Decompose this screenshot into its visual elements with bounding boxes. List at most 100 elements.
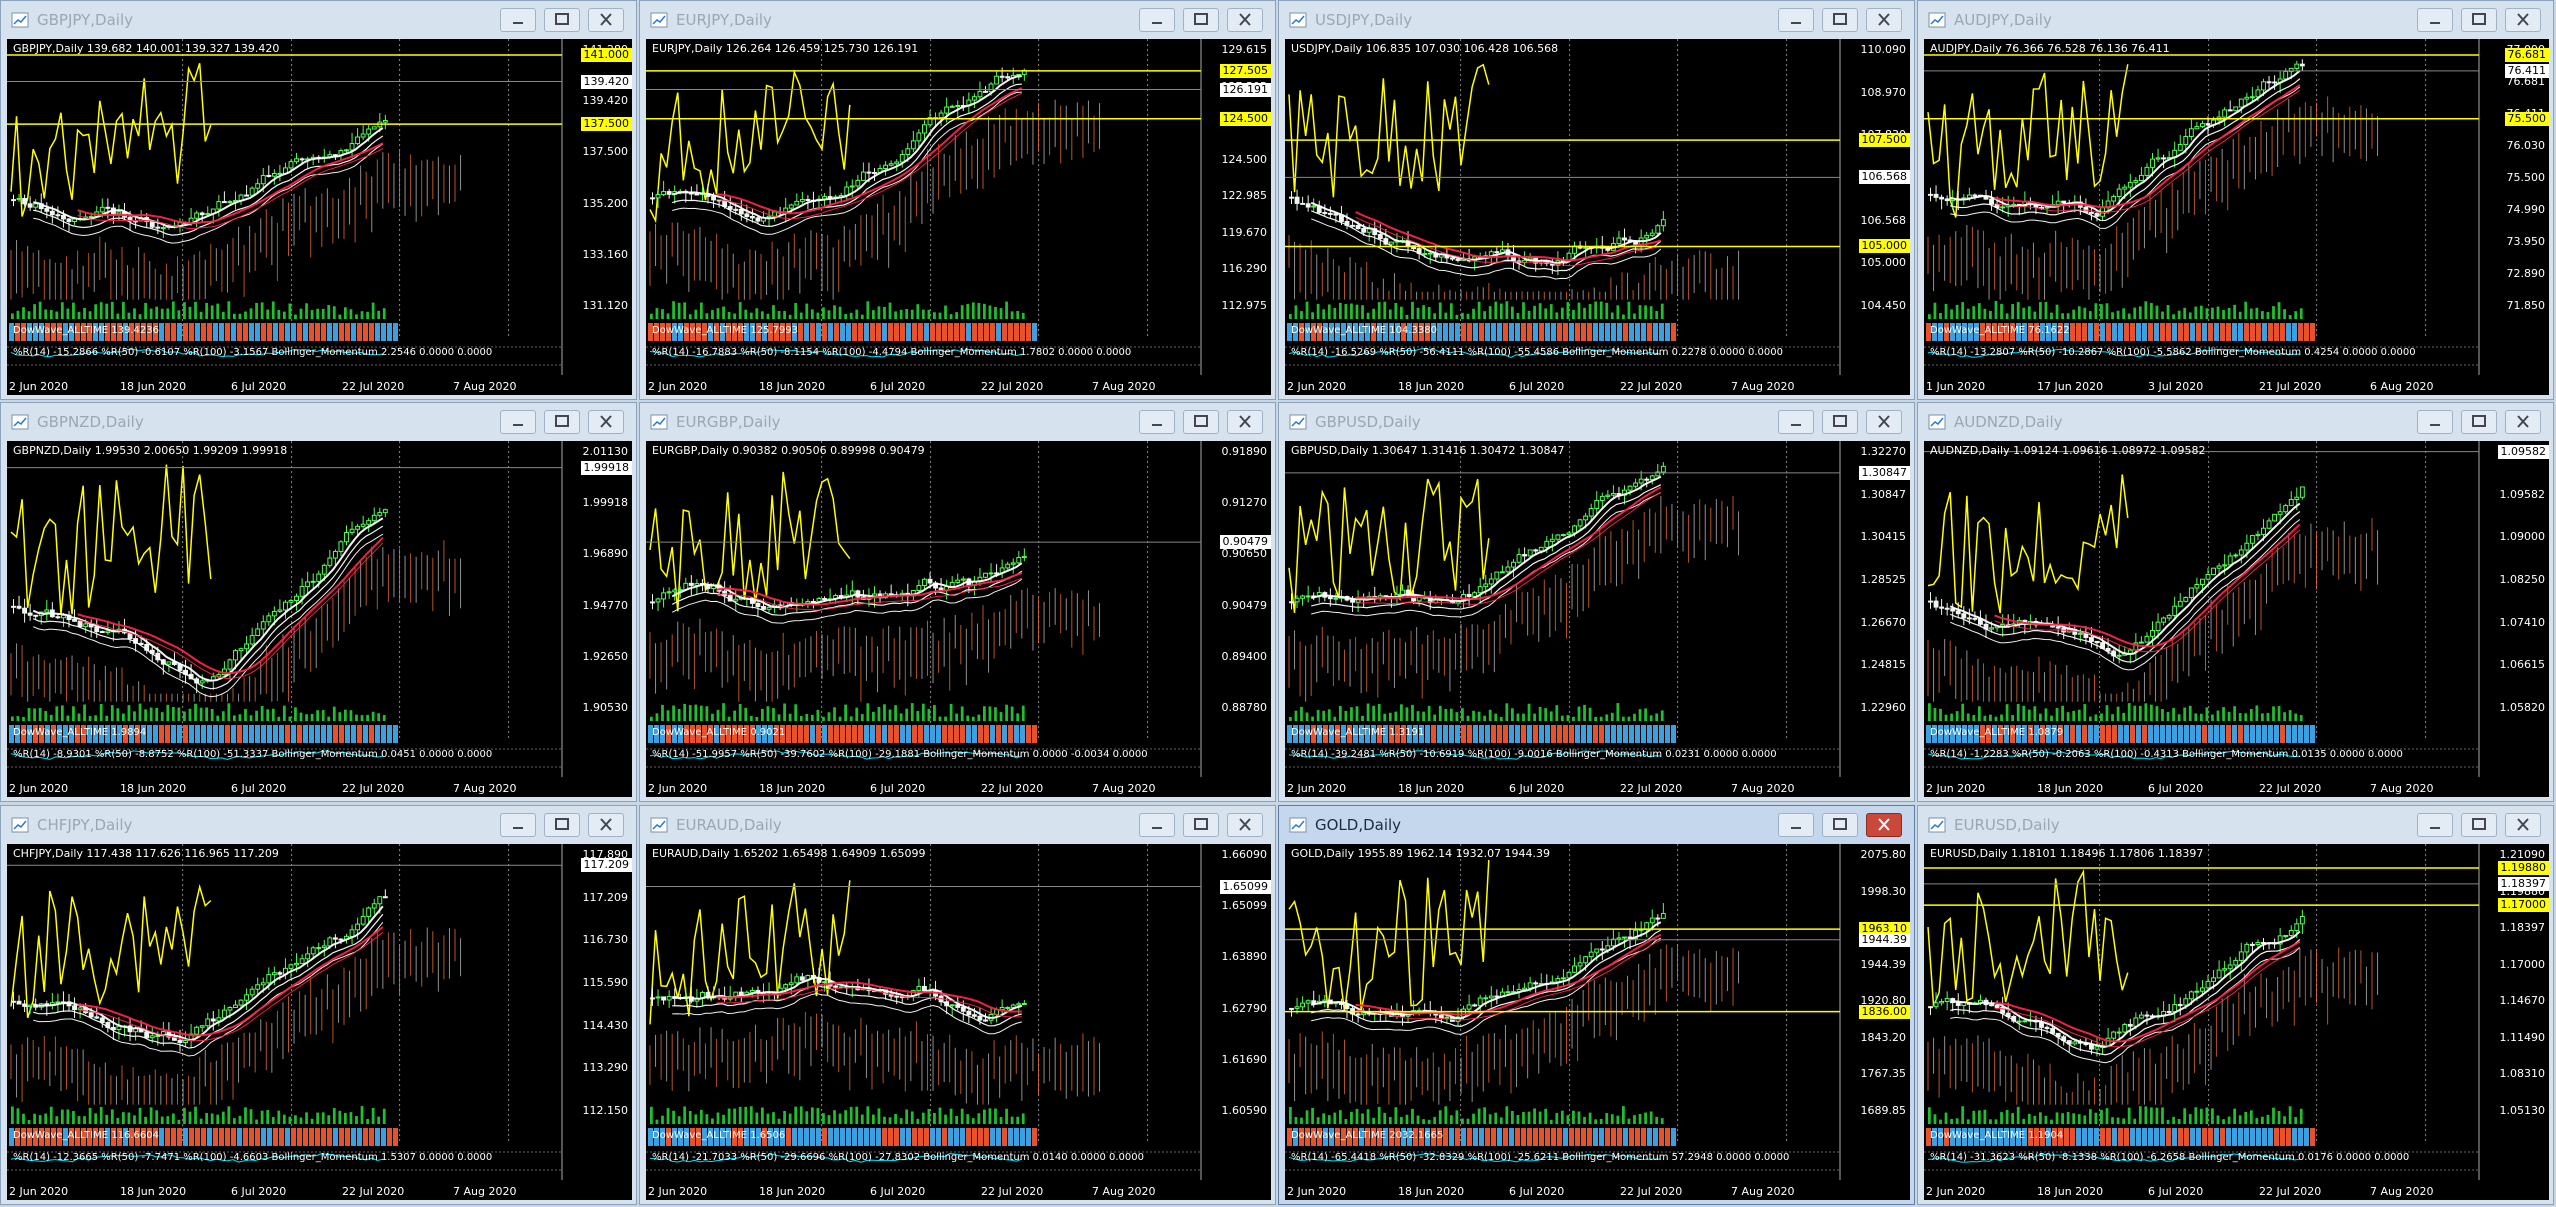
- chart-window-icon: [650, 817, 668, 833]
- minimize-button[interactable]: [1778, 410, 1814, 434]
- minimize-button[interactable]: [500, 813, 536, 837]
- price-chart[interactable]: CHFJPY,Daily 117.438 117.626 116.965 117…: [7, 844, 632, 1200]
- window-titlebar[interactable]: AUDNZD,Daily: [1918, 403, 2553, 441]
- chart-window[interactable]: GBPNZD,Daily GBPNZD,Daily 1.99530 2.0065…: [0, 402, 637, 802]
- chart-window[interactable]: EURGBP,Daily EURGBP,Daily 0.90382 0.9050…: [639, 402, 1276, 802]
- price-chart[interactable]: GBPJPY,Daily 139.682 140.001 139.327 139…: [7, 39, 632, 395]
- chart-window[interactable]: GBPJPY,Daily GBPJPY,Daily 139.682 140.00…: [0, 0, 637, 400]
- price-axis-label: 71.850: [2506, 299, 2546, 312]
- close-button[interactable]: [1866, 8, 1902, 32]
- chart-canvas: [7, 39, 563, 375]
- close-icon: [1878, 13, 1890, 26]
- maximize-button[interactable]: [1183, 8, 1219, 32]
- minimize-button[interactable]: [1778, 813, 1814, 837]
- date-axis-label: 2 Jun 2020: [1926, 1185, 1986, 1198]
- chart-window[interactable]: EURJPY,Daily EURJPY,Daily 126.264 126.45…: [639, 0, 1276, 400]
- window-titlebar[interactable]: EURGBP,Daily: [640, 403, 1275, 441]
- close-icon: [1878, 818, 1890, 831]
- close-button[interactable]: [588, 813, 624, 837]
- window-titlebar[interactable]: EURUSD,Daily: [1918, 806, 2553, 844]
- price-level-tag: 1836.00: [1858, 1004, 1910, 1019]
- chart-window-icon: [11, 817, 29, 833]
- close-button[interactable]: [2505, 8, 2541, 32]
- price-axis-label: 1998.30: [1860, 884, 1907, 898]
- close-button[interactable]: [588, 410, 624, 434]
- maximize-button[interactable]: [1822, 410, 1858, 434]
- minimize-button[interactable]: [500, 410, 536, 434]
- close-button[interactable]: [588, 8, 624, 32]
- price-chart[interactable]: AUDJPY,Daily 76.366 76.528 76.136 76.411…: [1924, 39, 2549, 395]
- dowwave-label: DowWave_ALLTIME 2032.1665: [1291, 1130, 1444, 1141]
- date-axis-label: 22 Jul 2020: [342, 380, 405, 393]
- chart-window[interactable]: AUDJPY,Daily AUDJPY,Daily 76.366 76.528 …: [1917, 0, 2554, 400]
- close-button[interactable]: [2505, 410, 2541, 434]
- chart-window[interactable]: GBPUSD,Daily GBPUSD,Daily 1.30647 1.3141…: [1278, 402, 1915, 802]
- price-level-tag: 75.500: [2504, 111, 2549, 126]
- close-button[interactable]: [2505, 813, 2541, 837]
- window-title: EURAUD,Daily: [676, 816, 782, 834]
- window-titlebar[interactable]: EURAUD,Daily: [640, 806, 1275, 844]
- close-button[interactable]: [1227, 813, 1263, 837]
- maximize-button[interactable]: [1822, 8, 1858, 32]
- chart-canvas: [1285, 441, 1841, 777]
- price-chart[interactable]: EURAUD,Daily 1.65202 1.65498 1.64909 1.6…: [646, 844, 1271, 1200]
- price-axis-label: 1689.85: [1860, 1104, 1907, 1117]
- maximize-button[interactable]: [2461, 410, 2497, 434]
- price-chart[interactable]: USDJPY,Daily 106.835 107.030 106.428 106…: [1285, 39, 1910, 395]
- price-chart[interactable]: EURJPY,Daily 126.264 126.459 125.730 126…: [646, 39, 1271, 395]
- window-titlebar[interactable]: GBPNZD,Daily: [1, 403, 636, 441]
- price-axis-label: 1.90530: [582, 701, 629, 714]
- window-titlebar[interactable]: EURJPY,Daily: [640, 1, 1275, 39]
- close-button[interactable]: [1227, 410, 1263, 434]
- close-button[interactable]: [1866, 813, 1902, 837]
- minimize-button[interactable]: [2417, 410, 2453, 434]
- minimize-button[interactable]: [1139, 410, 1175, 434]
- price-chart[interactable]: GOLD,Daily 1955.89 1962.14 1932.07 1944.…: [1285, 844, 1910, 1200]
- price-chart[interactable]: AUDNZD,Daily 1.09124 1.09616 1.08972 1.0…: [1924, 441, 2549, 797]
- price-chart[interactable]: EURGBP,Daily 0.90382 0.90506 0.89998 0.9…: [646, 441, 1271, 797]
- maximize-button[interactable]: [1822, 813, 1858, 837]
- maximize-icon: [1833, 818, 1847, 830]
- price-chart[interactable]: GBPNZD,Daily 1.99530 2.00650 1.99209 1.9…: [7, 441, 632, 797]
- chart-window[interactable]: AUDNZD,Daily AUDNZD,Daily 1.09124 1.0961…: [1917, 402, 2554, 802]
- window-titlebar[interactable]: CHFJPY,Daily: [1, 806, 636, 844]
- date-axis-label: 2 Jun 2020: [1287, 380, 1347, 393]
- window-title: EURUSD,Daily: [1954, 816, 2060, 834]
- window-titlebar[interactable]: AUDJPY,Daily: [1918, 1, 2553, 39]
- window-titlebar[interactable]: GBPUSD,Daily: [1279, 403, 1914, 441]
- minimize-button[interactable]: [500, 8, 536, 32]
- chart-window[interactable]: EURUSD,Daily EURUSD,Daily 1.18101 1.1849…: [1917, 805, 2554, 1205]
- price-axis-label: 135.200: [582, 196, 629, 210]
- price-axis-label: 115.590: [582, 976, 629, 989]
- date-axis-label: 7 Aug 2020: [2370, 1185, 2434, 1198]
- price-chart[interactable]: GBPUSD,Daily 1.30647 1.31416 1.30472 1.3…: [1285, 441, 1910, 797]
- maximize-button[interactable]: [544, 8, 580, 32]
- date-axis-label: 6 Jul 2020: [870, 380, 926, 393]
- window-titlebar[interactable]: USDJPY,Daily: [1279, 1, 1914, 39]
- symbol-info: GOLD,Daily 1955.89 1962.14 1932.07 1944.…: [1291, 847, 1551, 860]
- chart-window[interactable]: GOLD,Daily GOLD,Daily 1955.89 1962.14 19…: [1278, 805, 1915, 1205]
- chart-window[interactable]: CHFJPY,Daily CHFJPY,Daily 117.438 117.62…: [0, 805, 637, 1205]
- minimize-button[interactable]: [2417, 813, 2453, 837]
- close-button[interactable]: [1227, 8, 1263, 32]
- price-axis-label: 1.14670: [2499, 994, 2546, 1008]
- maximize-button[interactable]: [544, 410, 580, 434]
- window-titlebar[interactable]: GOLD,Daily: [1279, 806, 1914, 844]
- maximize-button[interactable]: [2461, 8, 2497, 32]
- price-chart[interactable]: EURUSD,Daily 1.18101 1.18496 1.17806 1.1…: [1924, 844, 2549, 1200]
- minimize-button[interactable]: [2417, 8, 2453, 32]
- window-titlebar[interactable]: GBPJPY,Daily: [1, 1, 636, 39]
- maximize-button[interactable]: [1183, 813, 1219, 837]
- maximize-button[interactable]: [1183, 410, 1219, 434]
- chart-window[interactable]: USDJPY,Daily USDJPY,Daily 106.835 107.03…: [1278, 0, 1915, 400]
- minimize-button[interactable]: [1139, 8, 1175, 32]
- close-button[interactable]: [1866, 410, 1902, 434]
- minimize-button[interactable]: [1778, 8, 1814, 32]
- symbol-info: EURJPY,Daily 126.264 126.459 125.730 126…: [652, 42, 919, 55]
- maximize-button[interactable]: [2461, 813, 2497, 837]
- price-axis-label: 1944.39: [1860, 957, 1907, 971]
- price-axis-label: 0.91270: [1221, 496, 1268, 510]
- maximize-button[interactable]: [544, 813, 580, 837]
- minimize-button[interactable]: [1139, 813, 1175, 837]
- chart-window[interactable]: EURAUD,Daily EURAUD,Daily 1.65202 1.6549…: [639, 805, 1276, 1205]
